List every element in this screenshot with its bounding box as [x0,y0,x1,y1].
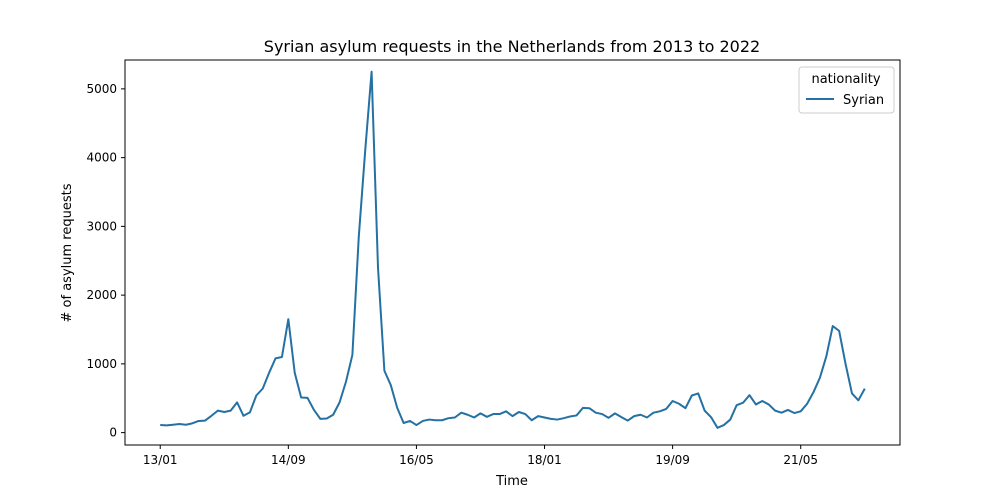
x-tick-label-4: 19/09 [655,453,690,467]
legend-label-syrian: Syrian [843,93,884,108]
y-tick-label-3: 3000 [86,219,117,233]
series-line-syrian [160,70,866,429]
y-tick-label-2: 2000 [86,288,117,302]
x-axis-label: Time [495,474,528,489]
y-tick-label-1: 1000 [86,357,117,371]
y-axis: 0 1000 2000 3000 4000 5000 [86,82,125,440]
plot-area [124,59,901,446]
x-tick-label-1: 14/09 [271,453,306,467]
y-tick-label-4: 4000 [86,151,117,165]
y-tick-label-0: 0 [109,426,117,440]
legend-title: nationality [811,72,880,87]
chart-title: Syrian asylum requests in the Netherland… [264,37,760,56]
y-axis-label: # of asylum requests [60,183,75,322]
legend: nationality Syrian [798,66,895,114]
y-tick-label-5: 5000 [86,82,117,96]
legend-box [798,66,895,114]
x-tick-label-0: 13/01 [143,453,178,467]
series-layer [160,70,866,429]
x-axis: 13/01 14/09 16/05 18/01 19/09 21/05 [143,445,818,467]
x-tick-label-2: 16/05 [399,453,434,467]
x-tick-label-5: 21/05 [783,453,818,467]
x-tick-label-3: 18/01 [527,453,562,467]
